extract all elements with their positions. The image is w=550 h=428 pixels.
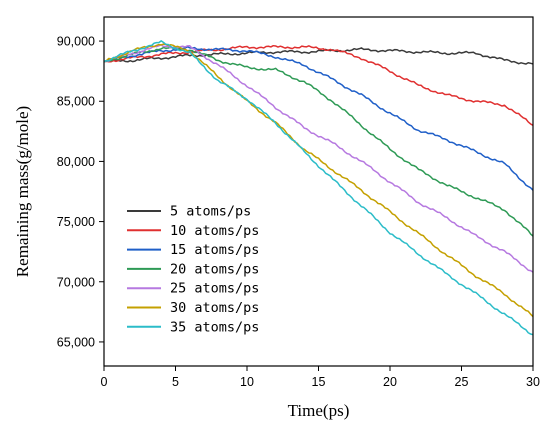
legend-label: 25 atoms/ps [170,281,259,297]
x-tick-label: 5 [172,375,179,389]
y-tick-label: 75,000 [57,215,95,229]
legend-label: 30 atoms/ps [170,300,259,316]
x-tick-label: 20 [383,375,397,389]
legend-label: 35 atoms/ps [170,319,259,335]
legend-label: 15 atoms/ps [170,242,259,258]
x-tick-label: 25 [455,375,469,389]
x-tick-label: 30 [526,375,540,389]
x-tick-label: 0 [101,375,108,389]
series-line [103,40,534,336]
y-tick-label: 90,000 [57,35,95,49]
x-tick-label: 15 [312,375,326,389]
y-tick-label: 80,000 [57,155,95,169]
x-tick-label: 10 [240,375,254,389]
series-line [103,43,534,318]
series-line [103,47,534,65]
series-line [103,46,534,191]
x-axis-title: Time(ps) [288,401,350,420]
y-axis-title: Remaining mass(g/mole) [13,106,32,277]
legend-label: 5 atoms/ps [170,204,251,220]
legend-label: 20 atoms/ps [170,261,259,277]
y-tick-label: 65,000 [57,335,95,349]
series-line [103,44,534,126]
legend-label: 10 atoms/ps [170,223,259,239]
legend-box [120,201,280,340]
y-tick-label: 85,000 [57,95,95,109]
y-tick-label: 70,000 [57,275,95,289]
